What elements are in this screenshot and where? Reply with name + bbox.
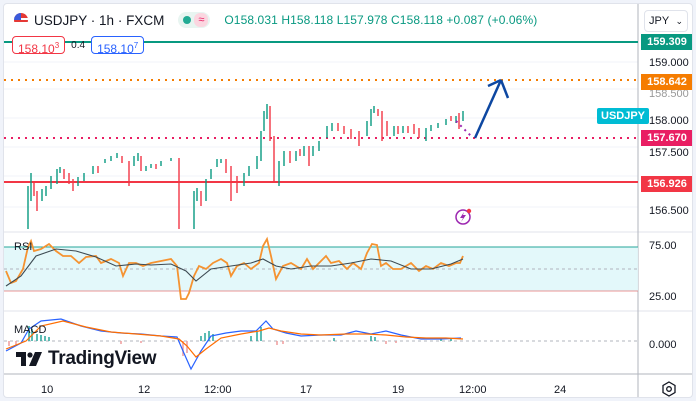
- buy-button[interactable]: 158.107: [91, 36, 145, 56]
- projection-arrow: [455, 78, 510, 139]
- macd-label[interactable]: MACD: [14, 324, 47, 336]
- chevron-down-icon: ⌄: [675, 16, 683, 26]
- price-tag-157670: 157.670: [641, 130, 692, 146]
- settings-gear-icon[interactable]: [661, 381, 677, 397]
- price-tick: 157.500: [649, 147, 689, 159]
- rsi-label[interactable]: RSI: [14, 241, 33, 253]
- time-tick: 24: [554, 384, 567, 396]
- sell-button[interactable]: 158.103: [12, 36, 66, 56]
- chart-canvas[interactable]: [4, 4, 693, 398]
- ohlc-values: O158.031 H158.118 L157.978 C158.118 +0.0…: [224, 13, 538, 27]
- price-tick: 158.000: [649, 115, 689, 127]
- currency-select[interactable]: JPY ⌄: [644, 10, 688, 32]
- price-tick: 159.000: [649, 57, 689, 69]
- bid-ask-box: 158.103 0.4 158.107: [12, 36, 145, 56]
- symbol-name[interactable]: USDJPY · 1h · FXCM: [34, 12, 165, 28]
- price-tick: 156.500: [649, 205, 689, 217]
- price-tag-158642: 158.642: [641, 74, 692, 90]
- macd-tick: 0.000: [649, 339, 677, 351]
- chart-legend: USDJPY · 1h · FXCM ≈ O158.031 H158.118 L…: [14, 12, 537, 28]
- tradingview-logo[interactable]: TradingView: [16, 348, 157, 370]
- time-tick: 10: [41, 384, 54, 396]
- rsi-tick: 75.00: [649, 240, 677, 252]
- wave-icon: ≈: [194, 13, 209, 27]
- time-tick: 12: [138, 384, 151, 396]
- time-tick: 19: [392, 384, 405, 396]
- price-tag-159309: 159.309: [641, 34, 692, 50]
- rsi-tick: 25.00: [649, 291, 677, 303]
- status-pill[interactable]: ≈: [178, 12, 211, 28]
- market-open-icon: [183, 16, 192, 24]
- time-tick: 12:00: [204, 384, 232, 396]
- symbol-label-tag: USDJPY: [597, 108, 650, 124]
- time-tick: 17: [300, 384, 313, 396]
- spread-value: 0.4: [71, 39, 86, 51]
- chart-frame: USDJPY · 1h · FXCM ≈ O158.031 H158.118 L…: [3, 3, 693, 398]
- tradingview-logo-icon: [16, 352, 42, 366]
- lightning-event-icon[interactable]: [455, 208, 472, 225]
- time-tick: 12:00: [459, 384, 487, 396]
- us-flag-icon: [14, 13, 28, 27]
- price-tag-156926: 156.926: [641, 176, 692, 192]
- price-tick: 158.500: [649, 88, 689, 100]
